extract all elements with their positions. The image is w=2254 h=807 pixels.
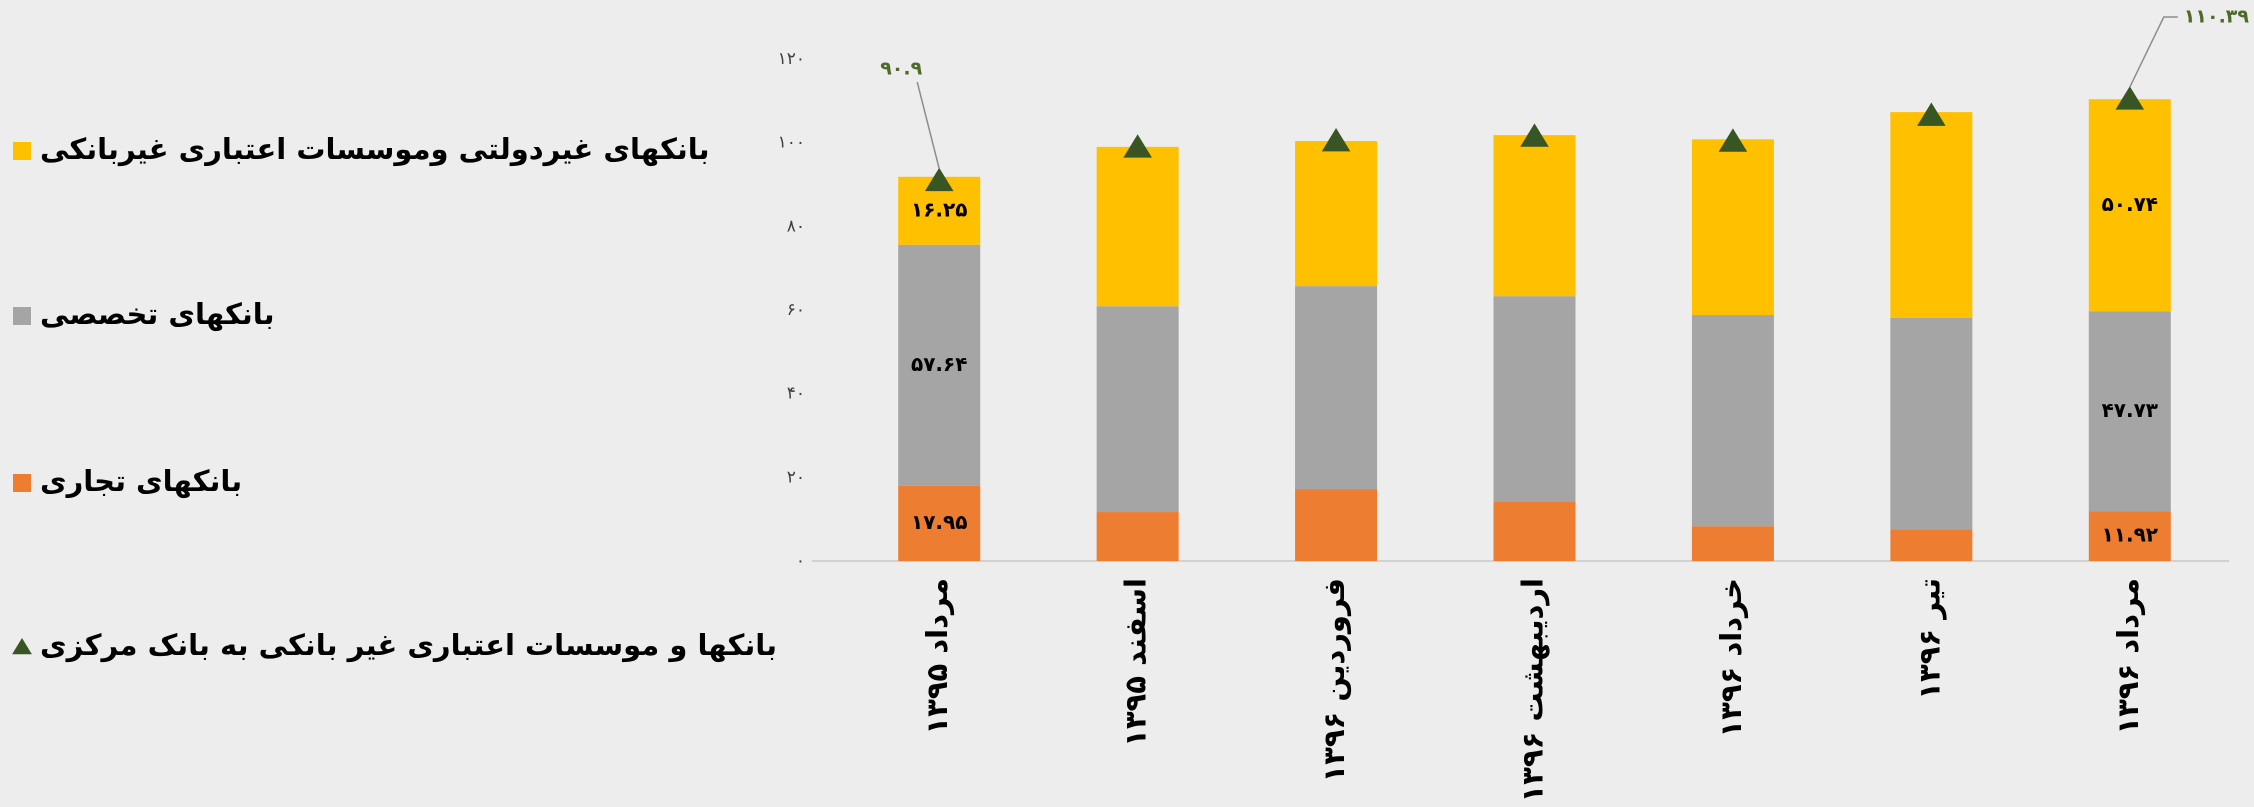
- marker-value-label: ۱۱۰.۳۹: [2184, 6, 2250, 28]
- y-tick-label: ۱۰۰: [778, 133, 805, 153]
- legend-label: بانکهای تجاری: [40, 464, 242, 498]
- bar-segment: [2088, 311, 2171, 512]
- y-tick-label: ۸۰: [787, 216, 805, 236]
- legend-marker: [12, 638, 32, 655]
- triangle-marker: [1321, 127, 1351, 152]
- x-tick-label: مرداد ۱۳۹۵: [920, 578, 954, 735]
- bar-segment: [1096, 306, 1179, 513]
- legend-marker: [13, 474, 31, 492]
- triangle-marker: [924, 167, 954, 192]
- y-tick-label: ۴۰: [787, 384, 805, 404]
- bar-segment: [1890, 529, 1973, 561]
- bar-segment: [1691, 139, 1774, 316]
- bar-value-label: ۱۱.۹۲: [2102, 523, 2158, 547]
- triangle-marker: [2115, 86, 2145, 110]
- x-tick-label: اسفند ۱۳۹۵: [1119, 578, 1153, 747]
- x-tick-label: فروردین ۱۳۹۶: [1317, 578, 1351, 783]
- y-tick-label: ۲۰: [787, 467, 805, 487]
- bar-segment: [1096, 146, 1179, 307]
- bar-segment: [1890, 112, 1973, 318]
- bar-segment: [1890, 317, 1973, 530]
- bar-value-label: ۵۷.۶۴: [911, 352, 967, 376]
- bar-segment: [1691, 315, 1774, 527]
- bar-value-label: ۱۷.۹۵: [911, 510, 967, 534]
- legend-label: بانکهای تخصصی: [40, 297, 275, 331]
- leader-line: [2129, 16, 2178, 88]
- legend-marker: [13, 307, 31, 325]
- bar-segment: [1493, 296, 1576, 503]
- bar-segment: [1493, 135, 1576, 297]
- legend-marker: [13, 142, 31, 160]
- bar-segment: [898, 244, 981, 486]
- leader-line: [916, 81, 940, 169]
- x-tick-label: اردیبهشت ۱۳۹۶: [1516, 578, 1550, 803]
- bar-segment: [898, 485, 981, 561]
- triangle-marker: [1520, 123, 1549, 147]
- bar-segment: [2088, 99, 2171, 312]
- bar-value-label: ۴۷.۷۳: [2102, 398, 2158, 422]
- bar-segment: [2088, 511, 2171, 561]
- x-tick-label: تیر ۱۳۹۶: [1912, 578, 1946, 700]
- triangle-marker: [1917, 102, 1946, 126]
- bar-segment: [1295, 140, 1378, 287]
- bar-segment: [1493, 502, 1576, 561]
- triangle-marker: [1123, 134, 1152, 158]
- y-tick-label: ۶۰: [787, 300, 805, 320]
- bar-value-label: ۱۶.۲۵: [911, 197, 967, 221]
- y-tick-label: ۱۲۰: [778, 49, 805, 69]
- bar-segment: [1295, 286, 1378, 490]
- triangle-marker: [1718, 128, 1748, 152]
- y-tick-label: ۰: [796, 551, 805, 571]
- bar-segment: [1691, 526, 1774, 561]
- bar-value-label: ۵۰.۷۴: [2102, 192, 2158, 216]
- legend-label: بانکها و موسسات اعتباری غیر بانکی به بان…: [40, 628, 777, 662]
- marker-value-label: ۹۰.۹: [880, 58, 922, 80]
- x-tick-label: مرداد ۱۳۹۶: [2111, 578, 2145, 735]
- x-tick-label: خرداد ۱۳۹۶: [1714, 578, 1748, 738]
- bar-segment: [1295, 489, 1378, 561]
- bar-segment: [1096, 512, 1179, 561]
- legend-label: بانکهای غیردولتی وموسسات اعتباری غیربانک…: [40, 132, 710, 166]
